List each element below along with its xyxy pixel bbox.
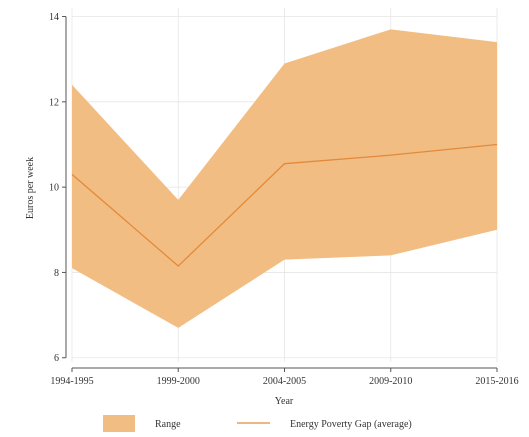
y-axis-title: Euros per week — [25, 157, 36, 219]
range-band — [72, 29, 497, 328]
x-tick-label-1: 1999-2000 — [157, 376, 200, 387]
y-tick-labels: 6 8 10 12 14 — [49, 12, 59, 364]
y-tick-label-2: 10 — [49, 183, 59, 194]
range-band-layer — [72, 29, 497, 328]
legend-average-label: Energy Poverty Gap (average) — [290, 419, 412, 430]
legend-range-label: Range — [155, 419, 181, 430]
x-axis-title: Year — [275, 396, 294, 407]
y-tick-label-3: 12 — [49, 97, 59, 108]
average-line-layer — [71, 143, 498, 267]
x-tick-label-2: 2004-2005 — [263, 376, 306, 387]
x-tick-label-4: 2015-2016 — [475, 376, 518, 387]
legend: Range Energy Poverty Gap (average) — [103, 415, 412, 432]
x-tick-label-0: 1994-1995 — [50, 376, 93, 387]
x-tick-labels: 1994-1995 1999-2000 2004-2005 2009-2010 2015… — [50, 376, 518, 387]
y-tick-label-0: 6 — [54, 353, 59, 364]
legend-range-swatch — [103, 415, 135, 432]
average-line — [71, 143, 498, 267]
axes — [62, 16, 498, 372]
y-tick-label-4: 14 — [49, 12, 59, 23]
y-tick-label-1: 8 — [54, 268, 59, 279]
x-tick-label-3: 2009-2010 — [369, 376, 412, 387]
